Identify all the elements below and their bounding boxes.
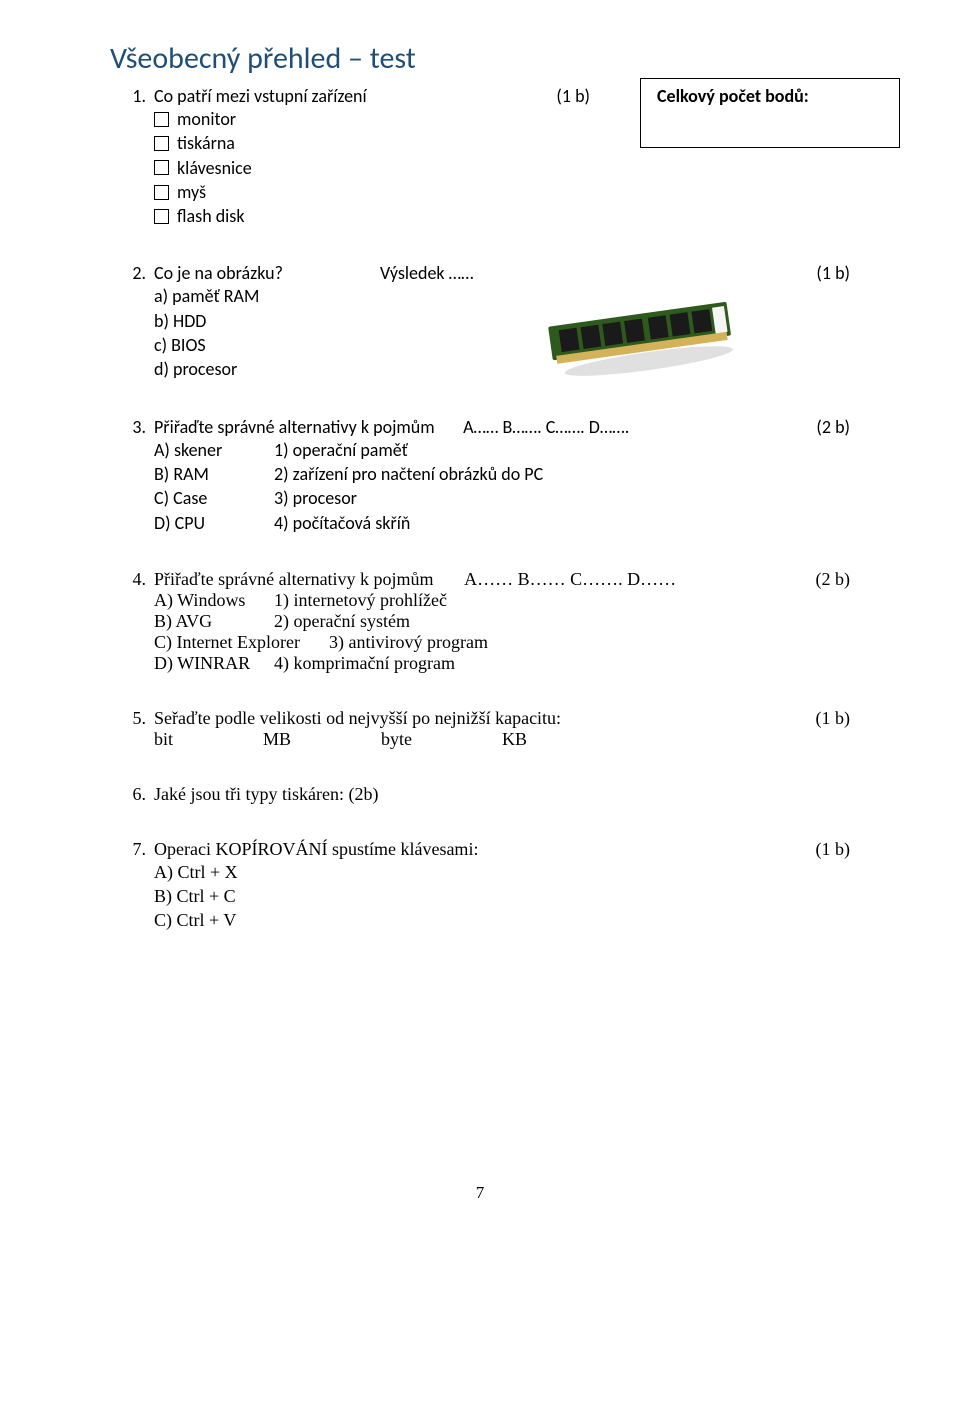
q3-right: 4) počítačová skříň [274, 511, 850, 535]
q2-result-label: Výsledek …… [380, 262, 474, 284]
q3-text: Přiřaďte správné alternativy k pojmům [154, 416, 435, 438]
ram-image-icon [540, 296, 740, 376]
q1-option[interactable]: myš [154, 180, 850, 204]
q1-option-label: myš [177, 180, 206, 204]
checkbox-icon [154, 160, 169, 175]
q4-points: (2 b) [796, 569, 851, 590]
q1-option[interactable]: klávesnice [154, 156, 850, 180]
q5-unit: KB [502, 729, 527, 750]
q7-text: Operaci KOPÍROVÁNÍ spustíme klávesami: [154, 839, 478, 860]
checkbox-icon [154, 112, 169, 127]
q3-slots: A…… B……. C……. D……. [463, 416, 629, 438]
q6-text: Jaké jsou tři typy tiskáren: (2b) [154, 784, 378, 804]
q5-text: Seřaďte podle velikosti od nejvyšší po n… [154, 708, 561, 729]
q5-number: 5. [110, 708, 154, 729]
q3-points: (2 b) [796, 416, 850, 438]
q1-option[interactable]: flash disk [154, 204, 850, 228]
checkbox-icon [154, 209, 169, 224]
q1-option-label: tiskárna [177, 131, 235, 155]
q2-answer: a) paměť RAM [154, 284, 850, 308]
q7-number: 7. [110, 839, 154, 860]
q7-answers: A) Ctrl + X B) Ctrl + C C) Ctrl + V [154, 860, 850, 933]
q4-left: D) WINRAR [154, 653, 274, 674]
q4-slots: A…… B…… C……. D…… [464, 569, 676, 589]
q7-answer: C) Ctrl + V [154, 908, 850, 932]
page-title: Všeobecný přehled – test [110, 40, 850, 77]
score-box: Celkový počet bodů: [640, 78, 900, 148]
q4-right: 2) operační systém [274, 611, 850, 632]
q5-points: (1 b) [796, 708, 851, 729]
q6-number: 6. [110, 784, 154, 805]
q4-text: Přiřaďte správné alternativy k pojmům [154, 569, 434, 589]
question-5: 5. Seřaďte podle velikosti od nejvyšší p… [110, 708, 850, 750]
q3-right: 3) procesor [274, 486, 850, 510]
q7-answer: B) Ctrl + C [154, 884, 850, 908]
q2-text: Co je na obrázku? [154, 262, 283, 284]
q2-answer: c) BIOS [154, 333, 850, 357]
q4-left: C) Internet Explorer [154, 632, 329, 653]
q1-text: Co patří mezi vstupní zařízení [154, 85, 367, 107]
q3-left: A) skener [154, 438, 274, 462]
question-7: 7. Operaci KOPÍROVÁNÍ spustíme klávesami… [110, 839, 850, 933]
q2-answer: d) procesor [154, 357, 850, 381]
q3-number: 3. [110, 416, 154, 438]
q5-unit: MB [263, 729, 291, 750]
q4-left: B) AVG [154, 611, 274, 632]
question-4: 4. Přiřaďte správné alternativy k pojmům… [110, 569, 850, 674]
q2-number: 2. [110, 262, 154, 284]
q5-unit: bit [154, 729, 173, 750]
q4-number: 4. [110, 569, 154, 590]
q3-mapping: A) skener 1) operační paměť B) RAM 2) za… [154, 438, 850, 535]
q2-answers: a) paměť RAM b) HDD c) BIOS d) procesor [154, 284, 850, 381]
q1-option-label: klávesnice [177, 156, 252, 180]
checkbox-icon [154, 136, 169, 151]
q4-left: A) Windows [154, 590, 274, 611]
question-6: 6. Jaké jsou tři typy tiskáren: (2b) [110, 784, 850, 805]
q3-right: 1) operační paměť [274, 438, 850, 462]
q1-number: 1. [110, 85, 154, 107]
q4-mapping: A) Windows 1) internetový prohlížeč B) A… [154, 590, 850, 674]
q4-right: 4) komprimační program [274, 653, 850, 674]
q1-option-label: flash disk [177, 204, 245, 228]
q4-right: 3) antivirový program [329, 632, 850, 653]
q5-unit: byte [381, 729, 412, 750]
q1-option-label: monitor [177, 107, 236, 131]
q3-left: B) RAM [154, 462, 274, 486]
score-box-label: Celkový počet bodů: [657, 85, 809, 107]
checkbox-icon [154, 185, 169, 200]
q2-points: (1 b) [796, 262, 850, 284]
q4-right: 1) internetový prohlížeč [274, 590, 850, 611]
q2-answer: b) HDD [154, 309, 850, 333]
q3-right: 2) zařízení pro načtení obrázků do PC [274, 462, 850, 486]
q7-points: (1 b) [796, 839, 851, 860]
q3-left: C) Case [154, 486, 274, 510]
q5-units: bit MB byte KB [154, 729, 850, 750]
page-number: 7 [110, 1183, 850, 1203]
q3-left: D) CPU [154, 511, 274, 535]
question-3: 3. Přiřaďte správné alternativy k pojmům… [110, 416, 850, 535]
q7-answer: A) Ctrl + X [154, 860, 850, 884]
